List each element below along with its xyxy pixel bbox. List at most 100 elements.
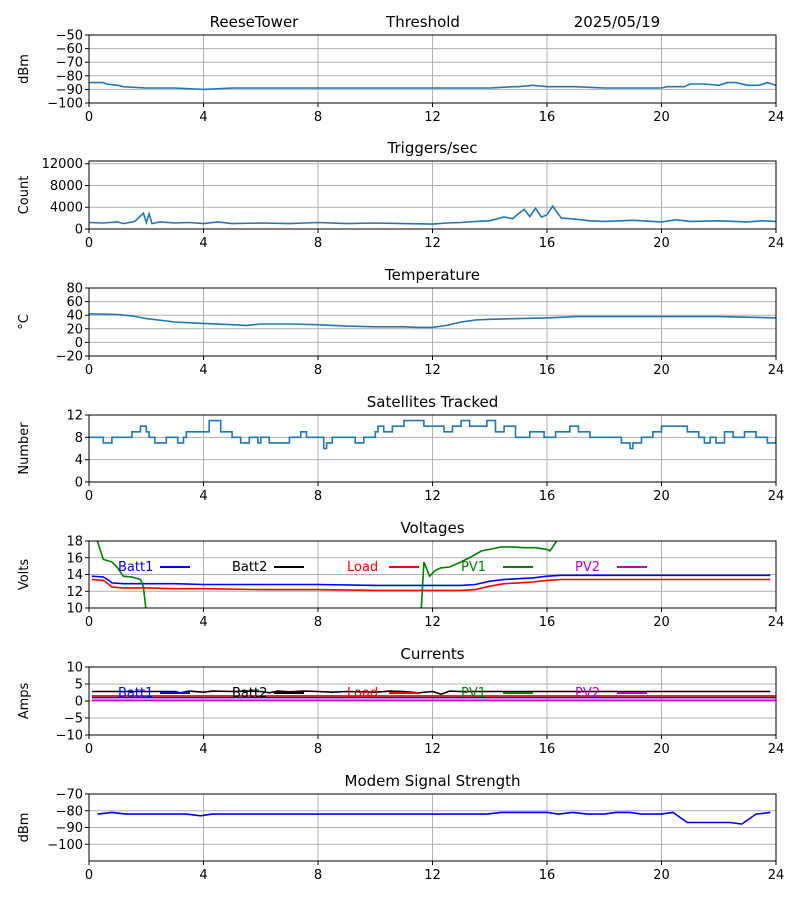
y-tick-label: −70	[56, 56, 83, 71]
x-tick-label: 4	[199, 110, 207, 125]
legend-label-batt2: Batt2	[232, 560, 267, 575]
x-tick-label: 16	[539, 110, 556, 125]
series-line-1	[89, 419, 776, 450]
y-tick-label: 12	[66, 585, 83, 600]
x-tick-label: 0	[85, 615, 93, 630]
y-tick-label: −50	[56, 29, 83, 44]
y-tick-label: 14	[66, 568, 83, 583]
legend-label-batt2: Batt2	[232, 686, 267, 701]
x-tick-label: 24	[768, 868, 785, 883]
chart-panel-7: 0 4 8 12 16 20 24 −100 −90 −80−70 Modem Signal Str…	[17, 772, 784, 883]
y-tick-label: 0	[75, 223, 83, 238]
y-tick-label: 80	[66, 282, 83, 297]
x-tick-label: 16	[539, 489, 556, 504]
series-line-1	[89, 204, 776, 226]
x-tick-label: 0	[85, 236, 93, 251]
y-axis-label: dBm	[17, 54, 32, 84]
y-tick-label: 16	[66, 551, 83, 566]
y-axis-label: Volts	[17, 559, 32, 591]
x-tick-label: 4	[199, 489, 207, 504]
x-tick-label: 8	[314, 110, 322, 125]
x-tick-label: 4	[199, 615, 207, 630]
x-tick-label: 12	[424, 110, 441, 125]
x-tick-label: 20	[653, 742, 670, 757]
y-tick-label: −90	[56, 821, 83, 836]
x-tick-label: 8	[314, 236, 322, 251]
x-tick-label: 20	[653, 489, 670, 504]
x-tick-label: 12	[424, 742, 441, 757]
y-tick-label: 0	[75, 695, 83, 710]
x-tick-label: 4	[199, 363, 207, 378]
y-axis-label: Amps	[17, 682, 32, 719]
series-line-pv1	[96, 541, 558, 608]
y-axis-label: °C	[17, 314, 32, 330]
y-tick-label: 0	[75, 336, 83, 351]
x-tick-label: 20	[653, 868, 670, 883]
y-tick-label: −70	[56, 788, 83, 803]
chart-panel-2: 0 4 8 12 16 20 24 0 4000 8000 12000 Triggers/sec Cou…	[17, 139, 784, 251]
x-tick-label: 0	[85, 742, 93, 757]
y-tick-label: −80	[56, 804, 83, 819]
x-tick-label: 16	[539, 363, 556, 378]
x-tick-label: 4	[199, 868, 207, 883]
y-tick-label: −100	[47, 838, 83, 853]
x-tick-label: 20	[653, 615, 670, 630]
y-tick-label: −60	[56, 42, 83, 57]
chart-panel-1: 0 4 8 12 16 20 24 −100−90−80−70−60−50 dBm	[17, 29, 784, 126]
y-tick-label: −100	[47, 97, 83, 112]
x-tick-label: 0	[85, 363, 93, 378]
y-tick-label: 12000	[42, 157, 83, 172]
series-line-1	[89, 81, 776, 91]
y-tick-label: 10	[66, 661, 83, 676]
y-tick-label: 4	[75, 453, 83, 468]
mode-label: Threshold	[385, 13, 460, 31]
chart-panel-4: 0 4 8 12 16 20 24 0 4 8 12 Satellites Tracked Number	[17, 393, 784, 504]
x-tick-label: 16	[539, 615, 556, 630]
y-tick-label: 18	[66, 535, 83, 550]
series-line-1	[89, 313, 776, 329]
x-tick-label: 12	[424, 868, 441, 883]
chart-title: Triggers/sec	[387, 139, 478, 157]
y-tick-label: 40	[66, 309, 83, 324]
legend-label-batt1: Batt1	[118, 560, 153, 575]
x-tick-label: 20	[653, 110, 670, 125]
y-tick-label: 10	[66, 602, 83, 617]
series-line-batt1	[91, 574, 771, 587]
y-tick-label: −5	[64, 712, 83, 727]
header: ReeseTower Threshold 2025/05/19	[210, 13, 661, 31]
legend-label-batt1: Batt1	[118, 686, 153, 701]
x-tick-label: 0	[85, 110, 93, 125]
x-tick-label: 24	[768, 110, 785, 125]
legend-label-pv2: PV2	[575, 560, 600, 575]
date-label: 2025/05/19	[574, 13, 660, 31]
x-tick-label: 12	[424, 363, 441, 378]
series-line-batt2	[91, 690, 771, 696]
y-tick-label: −20	[56, 350, 83, 365]
x-tick-label: 0	[85, 868, 93, 883]
x-tick-label: 12	[424, 489, 441, 504]
x-tick-label: 24	[768, 615, 785, 630]
x-tick-label: 20	[653, 236, 670, 251]
x-tick-label: 8	[314, 489, 322, 504]
chart-title: Satellites Tracked	[367, 393, 498, 411]
y-tick-label: −90	[56, 83, 83, 98]
x-tick-label: 0	[85, 489, 93, 504]
x-tick-label: 8	[314, 363, 322, 378]
series-line-load	[91, 578, 771, 592]
x-tick-label: 24	[768, 489, 785, 504]
x-tick-label: 4	[199, 236, 207, 251]
y-axis-label: dBm	[17, 813, 32, 843]
x-tick-label: 16	[539, 236, 556, 251]
station-name: ReeseTower	[210, 13, 300, 31]
x-tick-label: 4	[199, 742, 207, 757]
chart-title: Temperature	[384, 266, 480, 284]
y-tick-label: −10	[56, 729, 83, 744]
x-tick-label: 8	[314, 742, 322, 757]
chart-title: Currents	[400, 645, 464, 663]
y-tick-label: −80	[56, 69, 83, 84]
x-tick-label: 24	[768, 236, 785, 251]
